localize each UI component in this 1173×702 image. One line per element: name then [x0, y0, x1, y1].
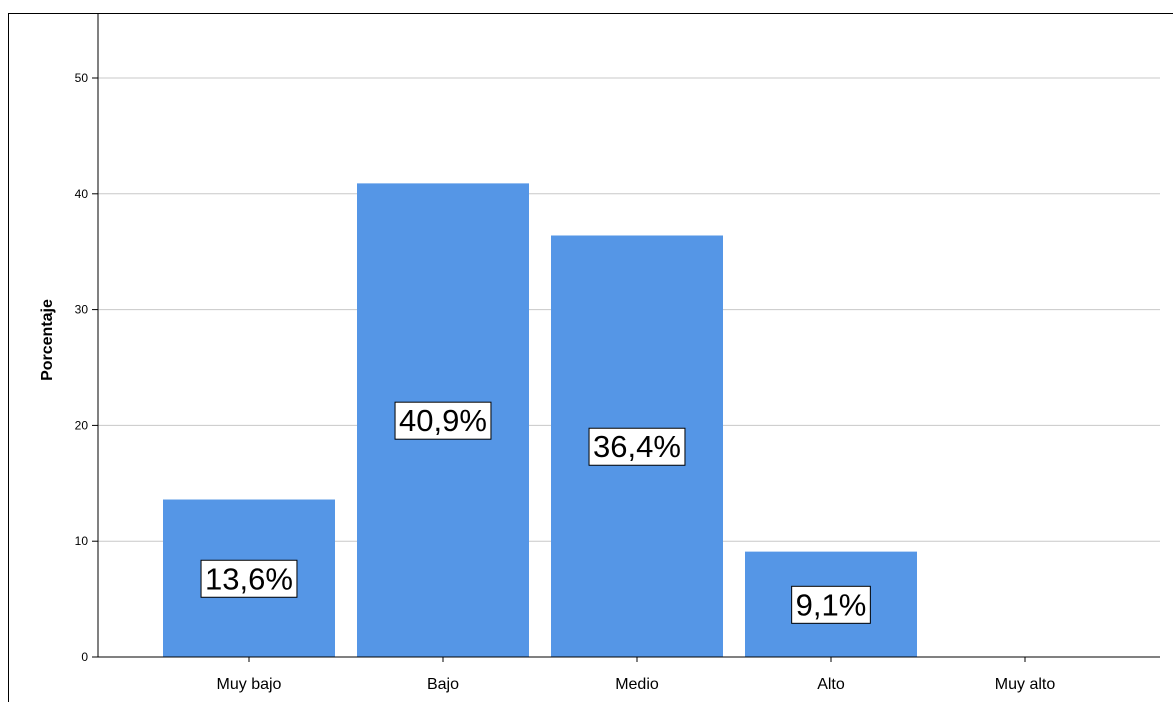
data-label-box: [200, 559, 298, 598]
data-label-text: 13,6%: [205, 561, 293, 596]
axes: [97, 13, 1160, 658]
chart-frame: [8, 13, 1173, 702]
y-tick-label: 0: [81, 650, 88, 664]
data-label: 9,1%: [791, 585, 871, 624]
x-category-label: Muy bajo: [217, 676, 282, 693]
data-label: 36,4%: [588, 427, 686, 466]
data-label-box: [791, 585, 871, 624]
data-label: 40,9%: [394, 401, 492, 440]
y-tick-label: 10: [75, 534, 89, 548]
data-labels: 13,6% 40,9% 36,4% 9,1%: [200, 401, 871, 624]
x-category-label: Medio: [615, 676, 659, 693]
y-axis-label: Porcentaje: [39, 299, 56, 381]
y-tick-labels: 0 10 20 30 40 50: [75, 71, 98, 664]
y-tick-label: 30: [75, 303, 89, 317]
x-category-label: Bajo: [427, 676, 459, 693]
data-label-box: [394, 401, 492, 440]
data-label-text: 40,9%: [399, 403, 487, 438]
y-tick-label: 20: [75, 418, 89, 432]
y-tick-label: 40: [75, 187, 89, 201]
data-label: 13,6%: [200, 559, 298, 598]
x-category-labels: Muy bajo Bajo Medio Alto Muy alto: [217, 657, 1056, 693]
data-label-box: [588, 427, 686, 466]
x-category-label: Alto: [817, 676, 845, 693]
data-label-text: 9,1%: [796, 587, 867, 622]
data-label-text: 36,4%: [593, 429, 681, 464]
x-category-label: Muy alto: [995, 676, 1056, 693]
y-tick-label: 50: [75, 71, 89, 85]
